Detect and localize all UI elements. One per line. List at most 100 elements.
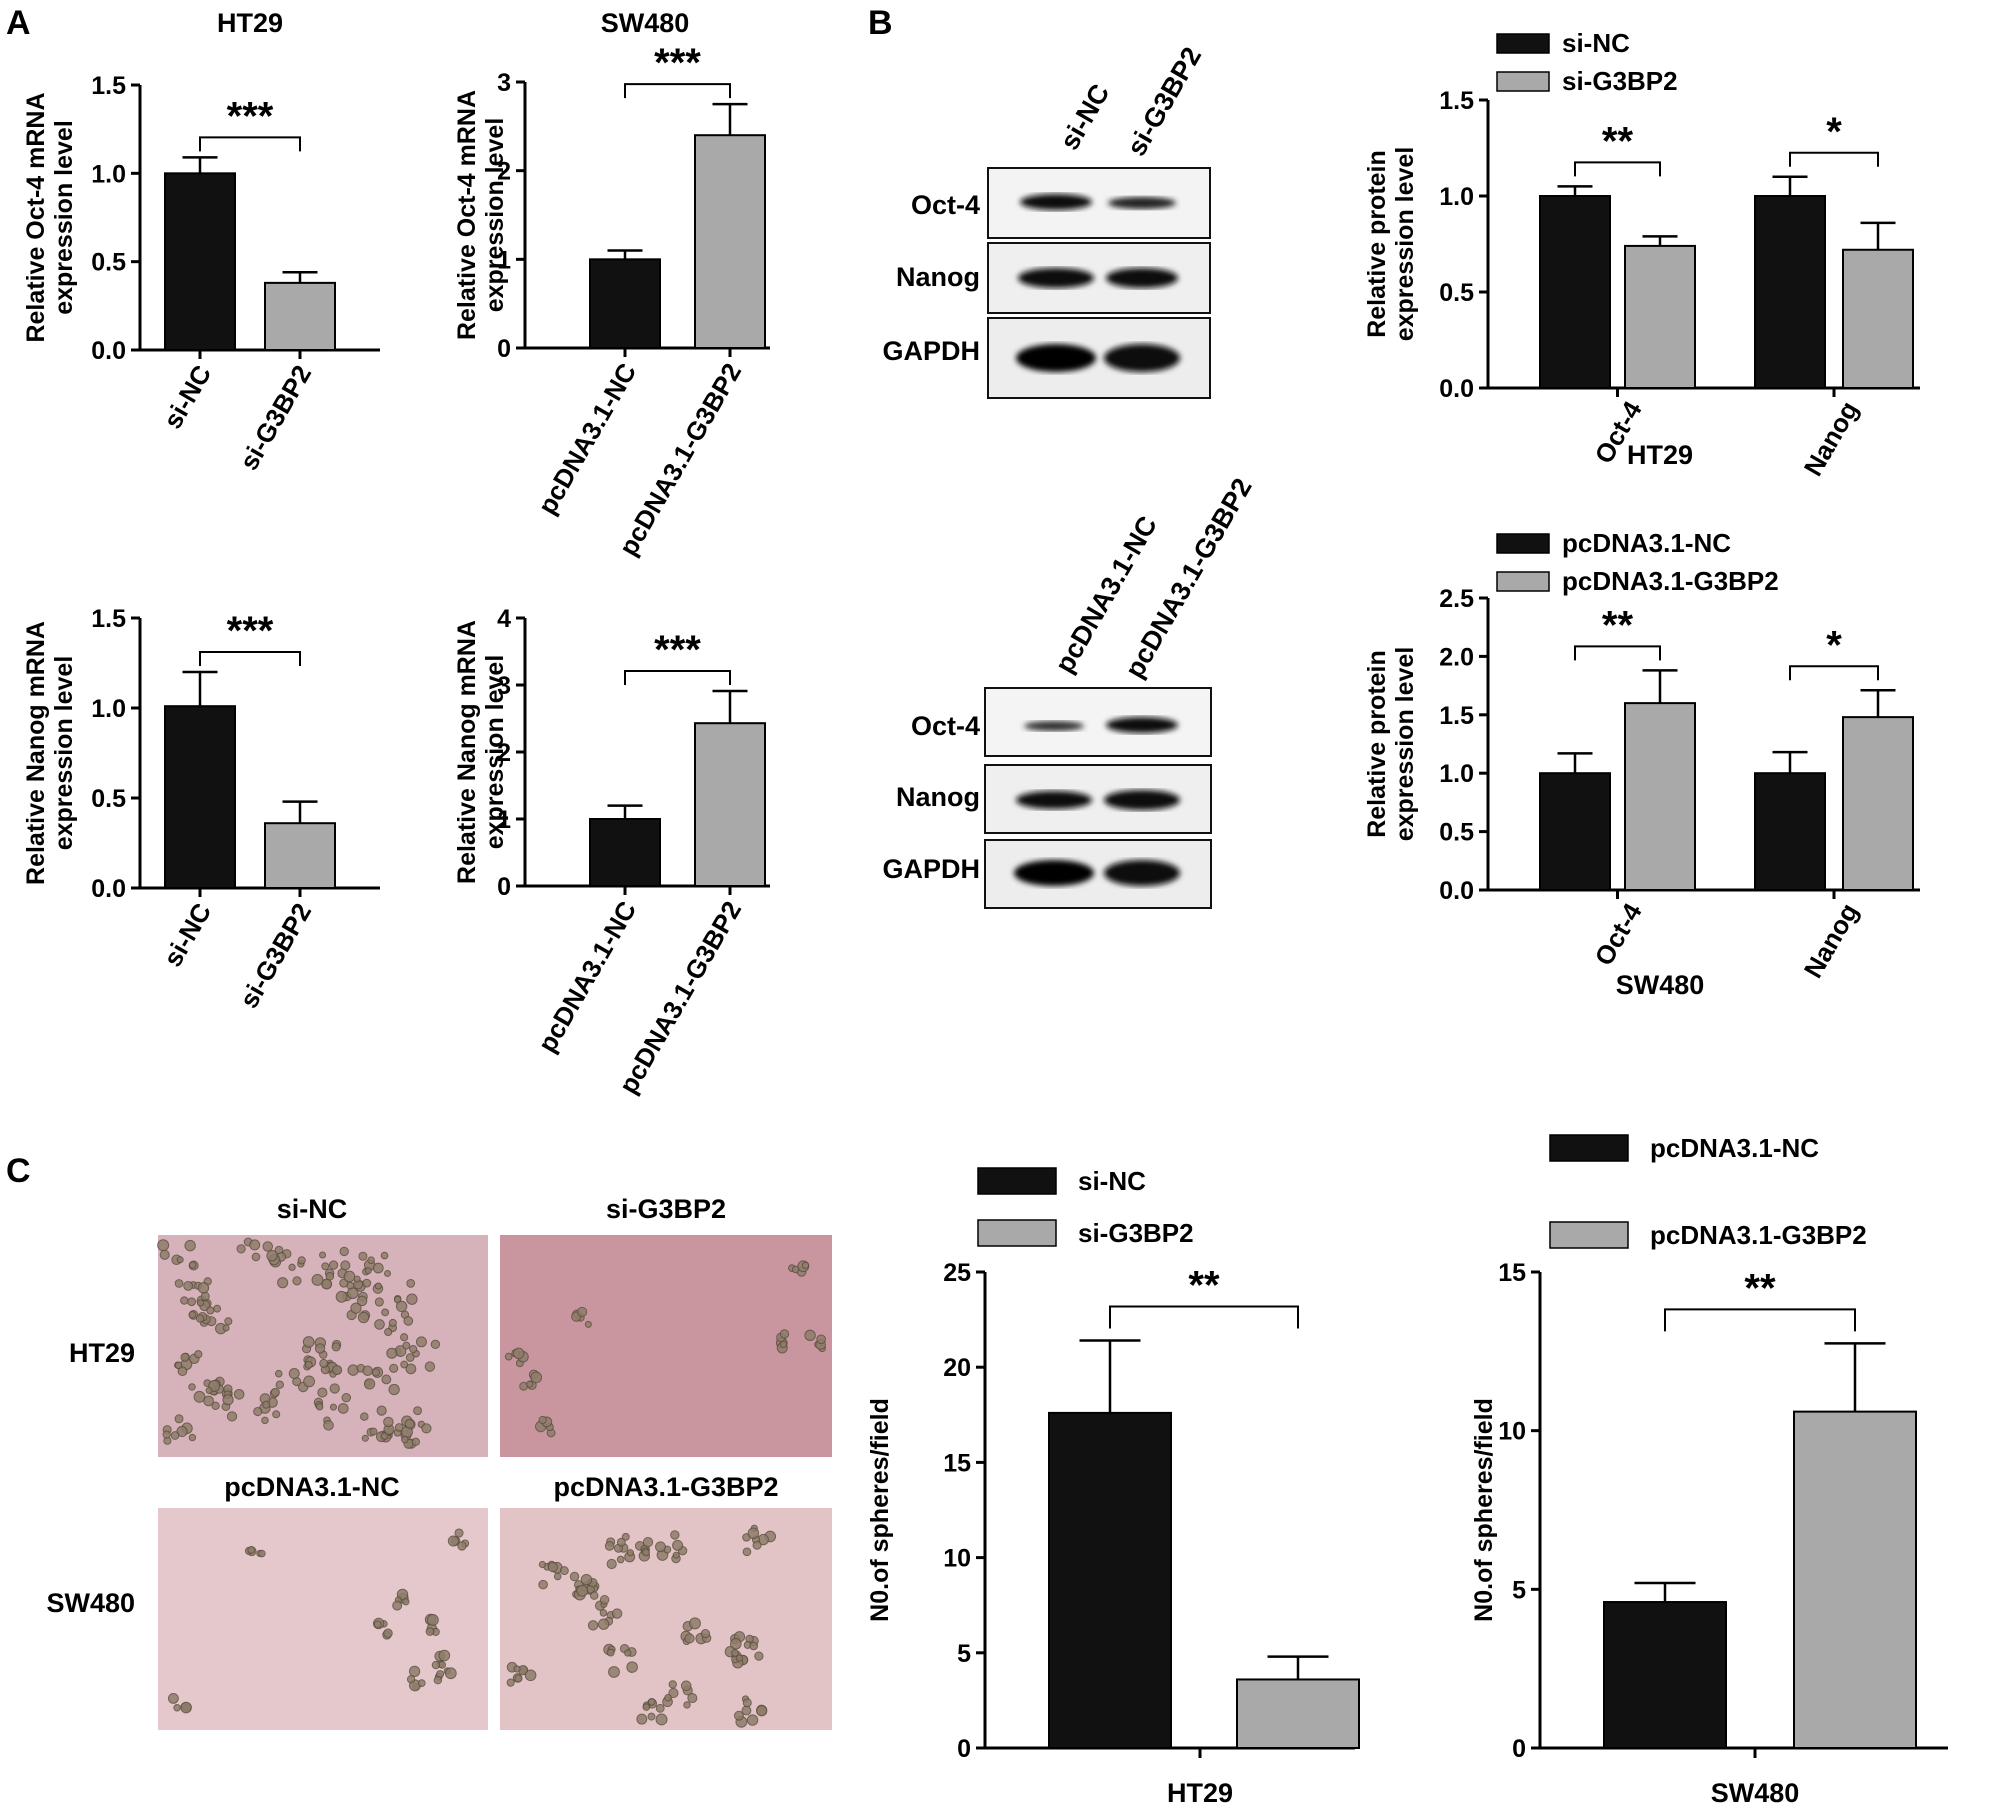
cell-dot [195, 1314, 205, 1323]
cell-dot [226, 1411, 238, 1422]
cell-dot [275, 1380, 284, 1389]
y-tick-label: 1.0 [91, 160, 126, 188]
cell-dot [569, 1571, 580, 1582]
blot-band [1108, 197, 1176, 209]
y-axis-label: expression level [1391, 147, 1419, 342]
cell-dot [203, 1395, 214, 1407]
micro-row-label: SW480 [46, 1588, 135, 1618]
cell-dot [530, 1371, 543, 1384]
y-tick-label: 0.0 [91, 337, 126, 365]
cell-dot [380, 1251, 389, 1260]
cell-dot [672, 1539, 684, 1551]
cell-dot [317, 1387, 328, 1398]
cell-dot [400, 1360, 409, 1369]
blot-lane-label: pcDNA3.1-G3BP2 [1119, 473, 1258, 683]
x-axis-label: HT29 [1627, 440, 1693, 470]
cell-dot [381, 1308, 390, 1317]
blot-strip [984, 687, 1212, 757]
cell-dot [514, 1674, 523, 1683]
cell-dot [206, 1306, 215, 1315]
bar-treatment [694, 722, 766, 887]
y-tick-label: 10 [1498, 1418, 1526, 1446]
cell-dot [339, 1278, 349, 1288]
y-tick-label: 1.0 [91, 695, 126, 723]
cell-dot [180, 1296, 189, 1305]
cell-dot [587, 1620, 599, 1631]
cell-dot [174, 1279, 184, 1288]
cell-dot [687, 1693, 698, 1704]
legend-label: si-G3BP2 [1562, 66, 1678, 96]
cell-dot [599, 1609, 608, 1617]
cell-dot [400, 1333, 409, 1342]
y-tick-label: 25 [943, 1259, 971, 1287]
x-axis-label: HT29 [1167, 1778, 1233, 1803]
cell-dot [364, 1267, 372, 1275]
cell-dot [616, 1555, 625, 1564]
cell-dot [626, 1549, 635, 1557]
cell-dot [742, 1698, 752, 1708]
legend-swatch [1549, 1134, 1629, 1162]
cell-dot [395, 1300, 408, 1313]
cell-dot [746, 1714, 759, 1726]
cell-dot [187, 1297, 197, 1307]
cell-dot [272, 1410, 281, 1419]
legend-label: pcDNA3.1-NC [1562, 528, 1731, 558]
cell-dot [547, 1562, 558, 1573]
cell-dot [236, 1244, 246, 1254]
blot-row-label: Oct-4 [911, 711, 980, 741]
cell-dot [194, 1350, 203, 1359]
legend-swatch [977, 1219, 1057, 1247]
cell-dot [371, 1368, 381, 1377]
y-tick-label: 1 [497, 806, 511, 834]
panel-label-b: B [868, 4, 893, 42]
cell-dot [213, 1304, 222, 1313]
cell-dot [411, 1437, 421, 1447]
cell-dot [599, 1595, 610, 1605]
cell-dot [176, 1256, 184, 1264]
cell-dot [270, 1387, 280, 1397]
x-tick-label: pcDNA3.1-NC [532, 896, 643, 1058]
chart-spheres-ht29: 0 5 10 15 20 25 ** HT29 N0.of spheres/field si-NC… [866, 1166, 1360, 1803]
blot-band [1020, 194, 1092, 210]
cell-dot [668, 1680, 677, 1689]
blot-row-label: GAPDH [882, 854, 980, 884]
cell-dot [401, 1435, 409, 1444]
cell-dot [670, 1530, 680, 1540]
micro-col-label: si-G3BP2 [606, 1194, 726, 1224]
significance-stars: ** [1602, 119, 1634, 163]
significance-stars: ** [1602, 603, 1634, 647]
cell-dot [433, 1676, 443, 1685]
x-axis-label: SW480 [1711, 1778, 1800, 1803]
legend-label: pcDNA3.1-G3BP2 [1562, 566, 1779, 596]
blot-row-label: Oct-4 [911, 190, 980, 220]
cell-dot [332, 1365, 343, 1376]
cell-dot [526, 1380, 534, 1388]
blot-lane-label: si-G3BP2 [1121, 42, 1207, 161]
cell-dot [323, 1420, 334, 1431]
sphere-micrographs: si-NC si-G3BP2 pcDNA3.1-NC pcDNA3.1-G3BP… [46, 1194, 832, 1730]
cell-dot [389, 1363, 399, 1373]
cell-dot [159, 1249, 170, 1260]
cell-dot [447, 1535, 459, 1547]
cell-dot [188, 1311, 197, 1319]
cell-dot [321, 1278, 332, 1290]
cell-dot [297, 1256, 306, 1265]
cell-dot [224, 1317, 233, 1326]
cell-dot [302, 1336, 315, 1348]
cell-dot [188, 1261, 197, 1269]
blot-row-label: GAPDH [882, 336, 980, 366]
cell-dot [292, 1276, 302, 1286]
cell-dot [409, 1345, 418, 1354]
cell-dot [454, 1528, 464, 1538]
y-tick-label: 10 [943, 1545, 971, 1573]
cell-dot [553, 1572, 562, 1581]
cell-dot [200, 1291, 210, 1301]
cell-dot [624, 1649, 632, 1657]
western-blot-sw480: pcDNA3.1-NC pcDNA3.1-G3BP2 Oct-4 Nanog G… [882, 473, 1258, 909]
cell-dot [408, 1665, 421, 1678]
chart-nanog-mrna-sw480: 01234pcDNA3.1-NCpcDNA3.1-G3BP2***Relativ… [453, 605, 770, 1099]
cell-dot [392, 1600, 403, 1611]
cell-dot [222, 1394, 234, 1406]
cell-dot [664, 1693, 672, 1702]
cell-dot [266, 1250, 278, 1262]
